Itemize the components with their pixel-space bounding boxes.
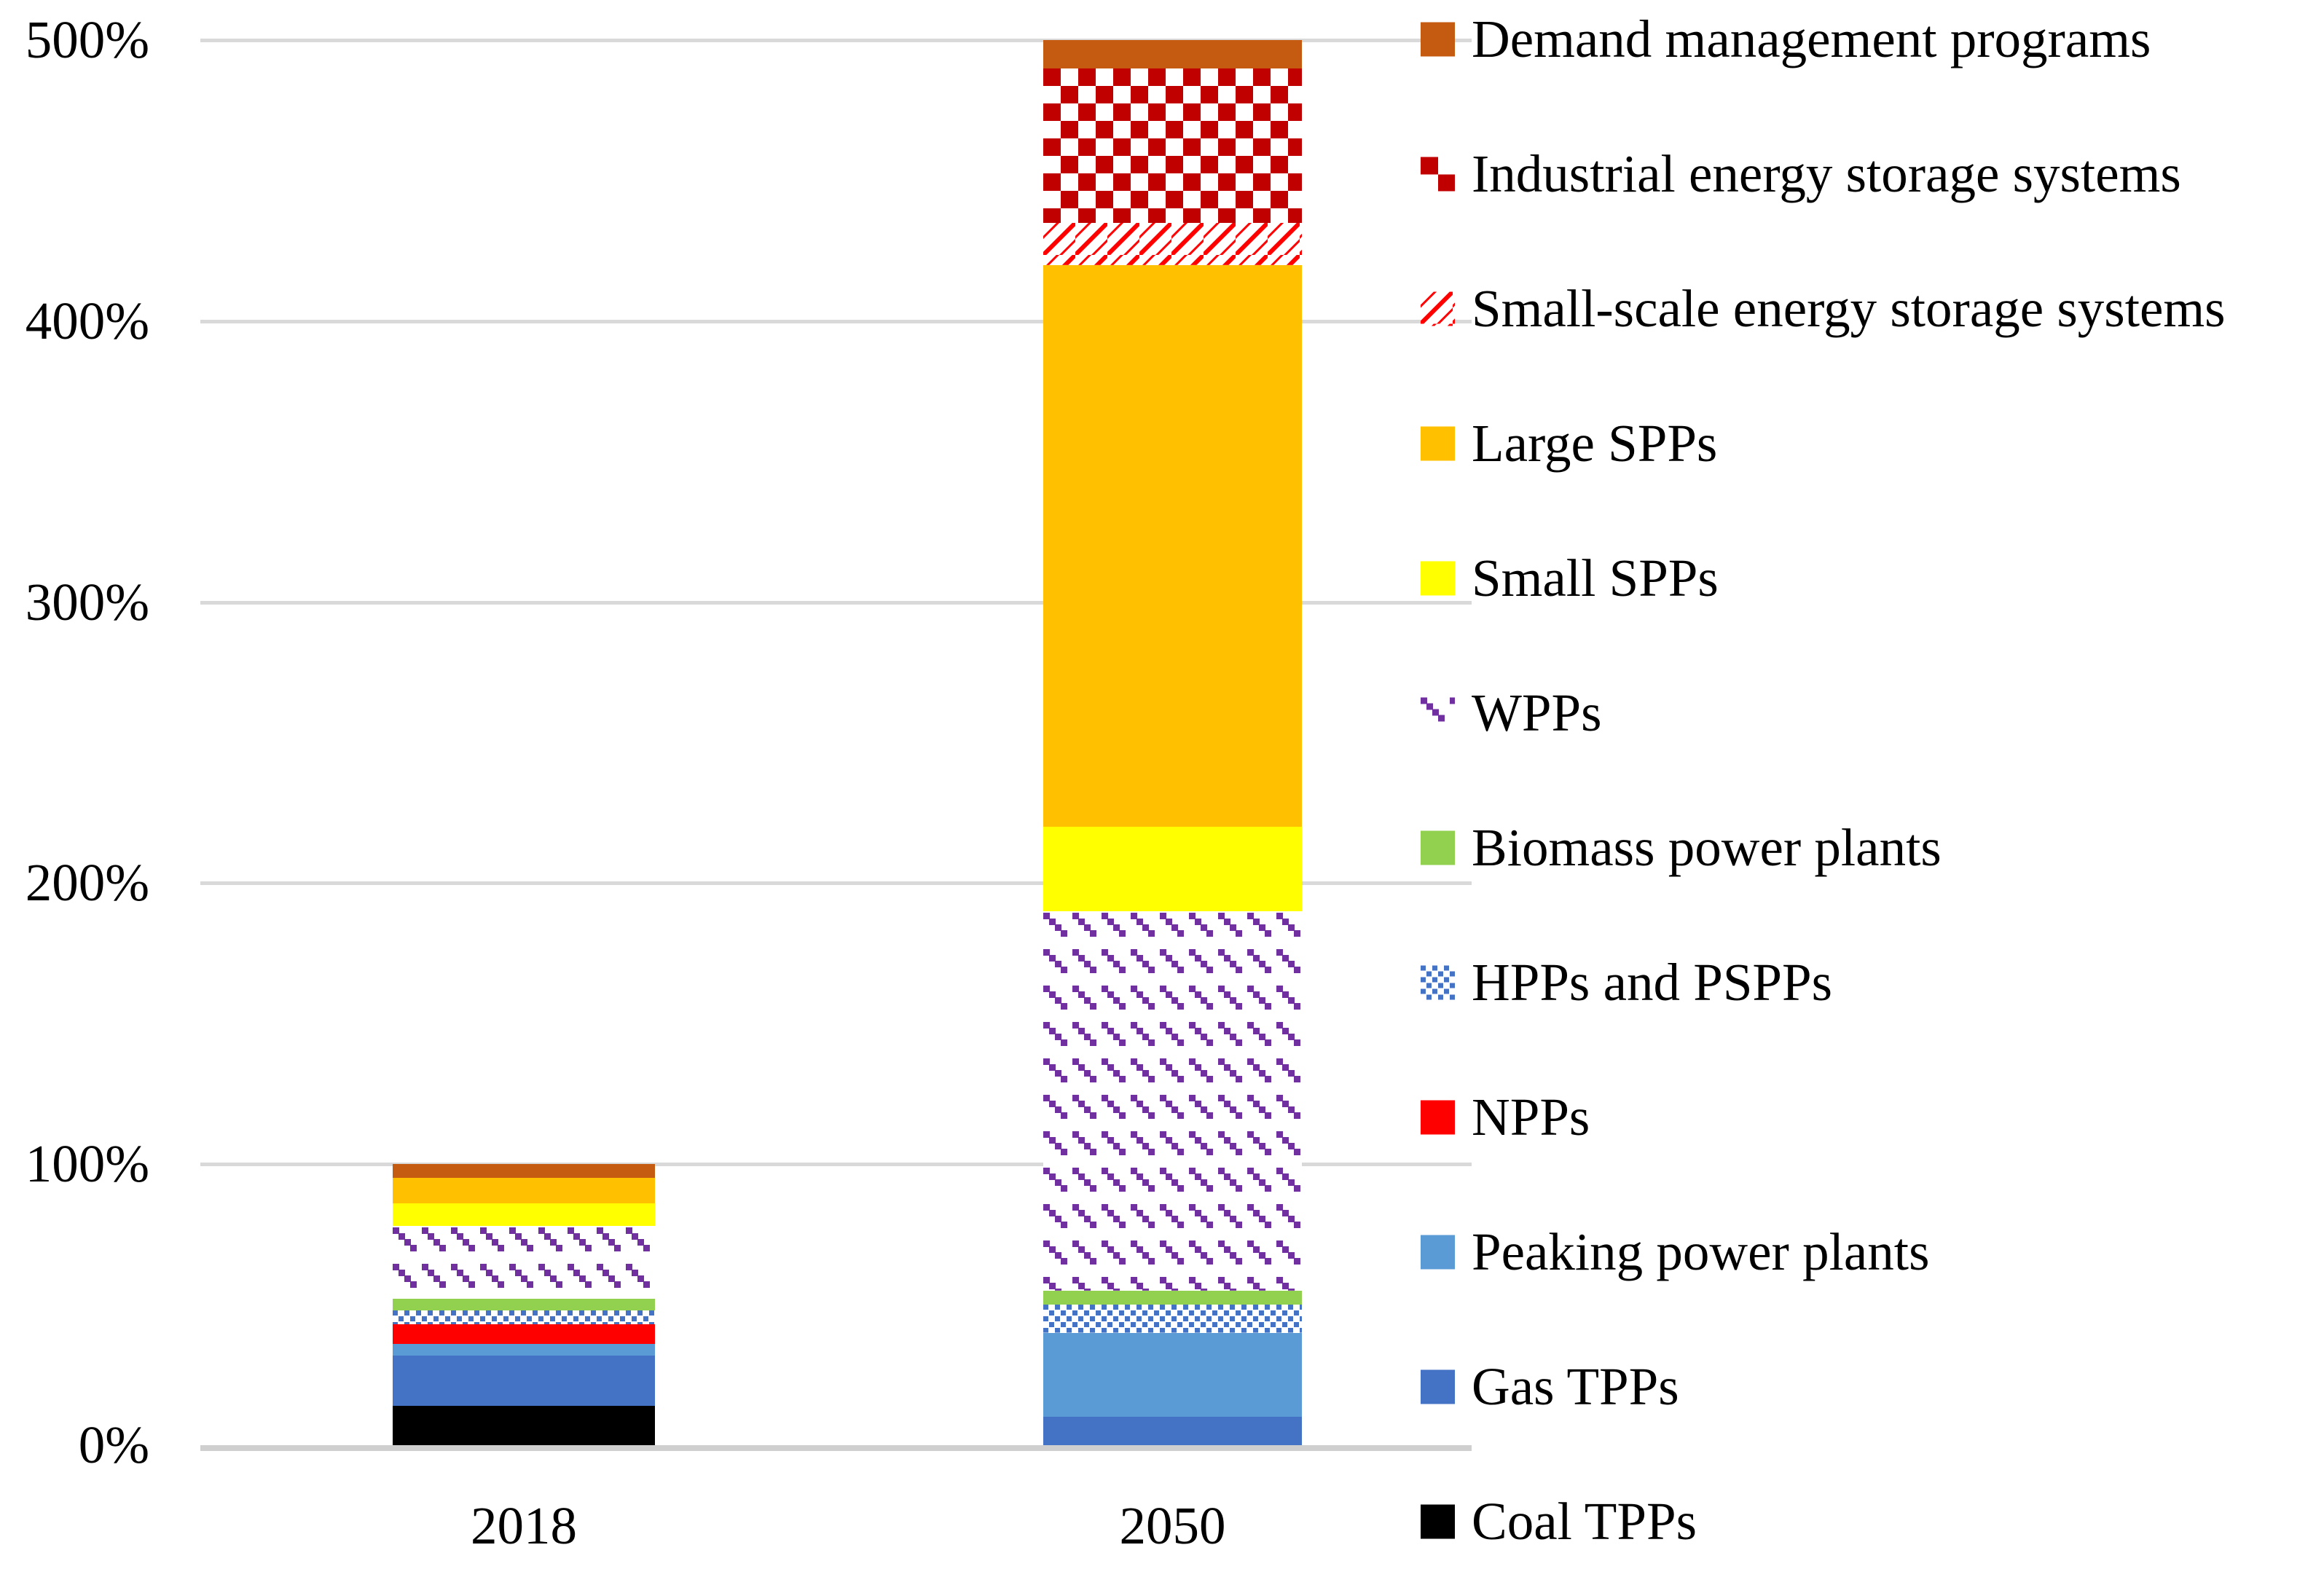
- bar-segment-wpp-2050: [1043, 911, 1302, 1291]
- gridline: [200, 881, 1472, 886]
- y-axis-tick-label: 0%: [78, 1415, 149, 1474]
- legend-swatch-biomass-icon: [1421, 830, 1455, 865]
- gridline: [200, 319, 1472, 323]
- gridline: [200, 600, 1472, 605]
- y-axis-tick-label: 200%: [25, 853, 149, 913]
- x-axis-label-2018: 2018: [471, 1496, 577, 1555]
- legend-swatch-industrial-storage-icon: [1421, 157, 1455, 192]
- legend-label-demand: Demand management programs: [1472, 9, 2151, 68]
- legend-label-npp: NPPs: [1472, 1088, 1590, 1147]
- bar-segment-peaking-2050: [1043, 1332, 1302, 1417]
- legend-swatch-wpp-icon: [1421, 696, 1455, 731]
- legend-swatch-large-spp-icon: [1421, 426, 1455, 461]
- legend-swatch-gas-icon: [1421, 1369, 1455, 1404]
- bar-segment-npp-2018: [393, 1324, 655, 1345]
- bar-segment-biomass-2050: [1043, 1290, 1302, 1305]
- legend-label-gas: Gas TPPs: [1472, 1357, 1679, 1416]
- legend-label-hpp-pspp: HPPs and PSPPs: [1472, 953, 1833, 1012]
- legend-label-small-storage: Small-scale energy storage systems: [1472, 279, 2226, 338]
- legend-swatch-hpp-pspp-icon: [1421, 965, 1455, 1000]
- legend-label-biomass: Biomass power plants: [1472, 818, 1942, 877]
- legend-swatch-peaking-icon: [1421, 1235, 1455, 1270]
- bar-segment-hpp-pspp-2018: [393, 1310, 655, 1325]
- x-axis-line: [200, 1445, 1472, 1451]
- x-axis-label-2050: 2050: [1119, 1496, 1226, 1555]
- bar-segment-hpp-pspp-2050: [1043, 1305, 1302, 1333]
- bar-segment-coal-2018: [393, 1405, 655, 1445]
- gridline: [200, 1163, 1472, 1167]
- bar-segment-demand-2050: [1043, 40, 1302, 68]
- legend-label-peaking: Peaking power plants: [1472, 1222, 1930, 1281]
- legend-swatch-small-spp-icon: [1421, 561, 1455, 596]
- bar-segment-small-storage-2050: [1043, 222, 1302, 265]
- legend-label-industrial-storage: Industrial energy storage systems: [1472, 144, 2181, 203]
- gridline: [200, 39, 1472, 42]
- y-axis-tick-label: 500%: [25, 10, 149, 69]
- legend-label-large-spp: Large SPPs: [1472, 414, 1718, 473]
- legend-swatch-coal-icon: [1421, 1504, 1455, 1539]
- bar-segment-large-spp-2050: [1043, 264, 1302, 827]
- legend-label-small-spp: Small SPPs: [1472, 548, 1719, 607]
- bar-segment-industrial-storage-2050: [1043, 68, 1302, 223]
- bar-segment-small-spp-2050: [1043, 827, 1302, 911]
- legend-swatch-npp-icon: [1421, 1100, 1455, 1135]
- legend-label-coal: Coal TPPs: [1472, 1492, 1697, 1551]
- legend-label-wpp: WPPs: [1472, 683, 1602, 742]
- bar-segment-gas-2050: [1043, 1417, 1302, 1445]
- bar-segment-demand-2018: [393, 1164, 655, 1179]
- bar-segment-large-spp-2018: [393, 1178, 655, 1204]
- legend-swatch-demand-icon: [1421, 22, 1455, 57]
- y-axis-tick-label: 400%: [25, 291, 149, 350]
- bar-segment-peaking-2018: [393, 1344, 655, 1356]
- bar-segment-wpp-2018: [393, 1226, 655, 1299]
- bar-segment-biomass-2018: [393, 1299, 655, 1310]
- y-axis-tick-label: 300%: [25, 572, 149, 632]
- bar-segment-small-spp-2018: [393, 1203, 655, 1227]
- legend-swatch-small-storage-icon: [1421, 291, 1455, 326]
- y-axis-tick-label: 100%: [25, 1134, 149, 1194]
- bar-segment-gas-2018: [393, 1355, 655, 1406]
